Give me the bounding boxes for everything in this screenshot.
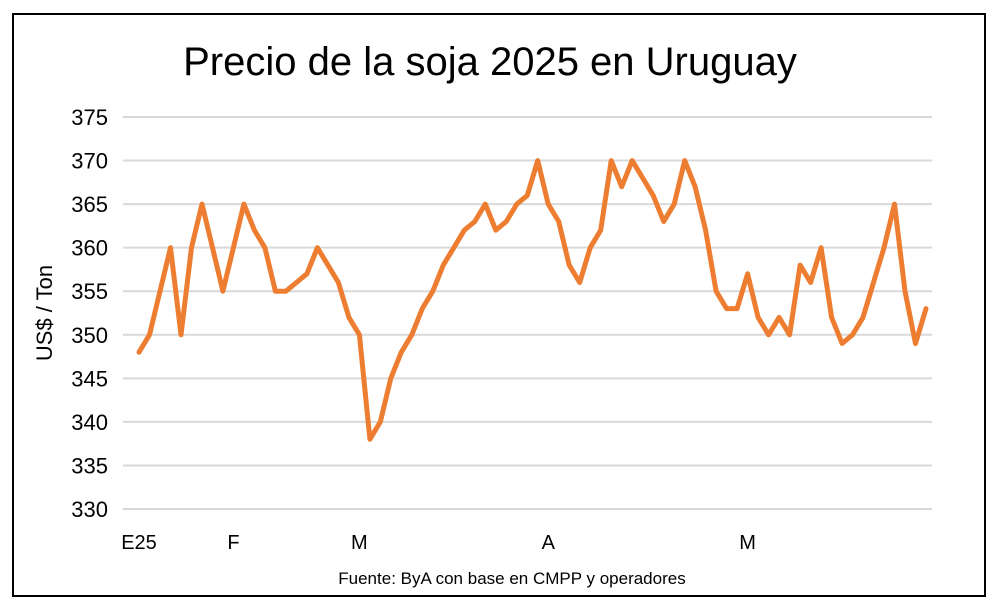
data-point xyxy=(201,203,203,205)
data-point xyxy=(642,177,644,179)
data-point xyxy=(526,194,528,196)
chart-title: Precio de la soja 2025 en Uruguay xyxy=(183,40,797,84)
data-point xyxy=(778,316,780,318)
x-tick-label: M xyxy=(739,532,756,554)
data-point xyxy=(852,334,854,336)
data-point xyxy=(390,377,392,379)
data-point xyxy=(537,160,539,162)
y-tick-label: 350 xyxy=(71,323,108,348)
data-point xyxy=(253,229,255,231)
data-point xyxy=(904,290,906,292)
data-point xyxy=(600,229,602,231)
y-tick-label: 375 xyxy=(71,105,108,130)
data-point xyxy=(684,160,686,162)
data-point xyxy=(726,308,728,310)
data-point xyxy=(883,247,885,249)
y-tick-label: 370 xyxy=(71,149,108,174)
data-point xyxy=(621,186,623,188)
data-point xyxy=(243,203,245,205)
y-tick-label: 335 xyxy=(71,453,108,478)
data-point xyxy=(925,308,927,310)
data-point xyxy=(495,229,497,231)
data-point xyxy=(715,290,717,292)
data-point xyxy=(421,308,423,310)
data-point xyxy=(516,203,518,205)
data-point xyxy=(463,229,465,231)
data-point xyxy=(789,334,791,336)
data-point xyxy=(484,203,486,205)
y-axis-title: US$ / Ton xyxy=(32,265,57,361)
y-tick-label: 360 xyxy=(71,236,108,261)
data-point xyxy=(453,247,455,249)
data-point xyxy=(694,186,696,188)
source-note: Fuente: ByA con base en CMPP y operadore… xyxy=(338,569,685,588)
data-point xyxy=(894,203,896,205)
data-point xyxy=(295,282,297,284)
x-tick-label: E25 xyxy=(121,532,157,554)
data-point xyxy=(673,203,675,205)
data-point xyxy=(862,316,864,318)
data-point xyxy=(568,264,570,266)
data-point xyxy=(505,221,507,223)
price-line xyxy=(136,158,929,442)
x-tick-label: M xyxy=(351,532,368,554)
data-point xyxy=(820,247,822,249)
data-point xyxy=(736,308,738,310)
data-point xyxy=(138,351,140,353)
data-point xyxy=(369,438,371,440)
data-point xyxy=(799,264,801,266)
data-point xyxy=(358,334,360,336)
data-point xyxy=(264,247,266,249)
chart-frame xyxy=(12,13,986,597)
y-tick-label: 365 xyxy=(71,192,108,217)
data-point xyxy=(285,290,287,292)
data-point xyxy=(915,342,917,344)
data-point xyxy=(337,282,339,284)
data-point xyxy=(316,247,318,249)
y-tick-label: 330 xyxy=(71,497,108,522)
data-point xyxy=(348,316,350,318)
data-point xyxy=(379,421,381,423)
data-point xyxy=(327,264,329,266)
data-point xyxy=(841,342,843,344)
data-point xyxy=(631,160,633,162)
data-point xyxy=(747,273,749,275)
data-point xyxy=(159,290,161,292)
data-point xyxy=(222,290,224,292)
data-point xyxy=(432,290,434,292)
data-point xyxy=(610,160,612,162)
data-point xyxy=(274,290,276,292)
data-point xyxy=(547,203,549,205)
data-point xyxy=(306,273,308,275)
data-point xyxy=(232,247,234,249)
data-point xyxy=(180,334,182,336)
data-point xyxy=(589,247,591,249)
data-point xyxy=(211,247,213,249)
data-point xyxy=(810,282,812,284)
x-tick-label: F xyxy=(227,532,239,554)
data-point xyxy=(400,351,402,353)
data-point xyxy=(148,334,150,336)
data-point xyxy=(411,334,413,336)
data-point xyxy=(705,229,707,231)
data-point xyxy=(757,316,759,318)
data-point xyxy=(169,247,171,249)
x-tick-label: A xyxy=(542,532,556,554)
data-point xyxy=(663,221,665,223)
data-point xyxy=(831,316,833,318)
data-point xyxy=(652,194,654,196)
y-tick-label: 345 xyxy=(71,366,108,391)
data-point xyxy=(768,334,770,336)
y-tick-label: 355 xyxy=(71,279,108,304)
data-point xyxy=(442,264,444,266)
data-point xyxy=(579,282,581,284)
data-point xyxy=(474,221,476,223)
data-point xyxy=(873,282,875,284)
data-point xyxy=(558,221,560,223)
data-point xyxy=(190,247,192,249)
y-tick-label: 340 xyxy=(71,410,108,435)
